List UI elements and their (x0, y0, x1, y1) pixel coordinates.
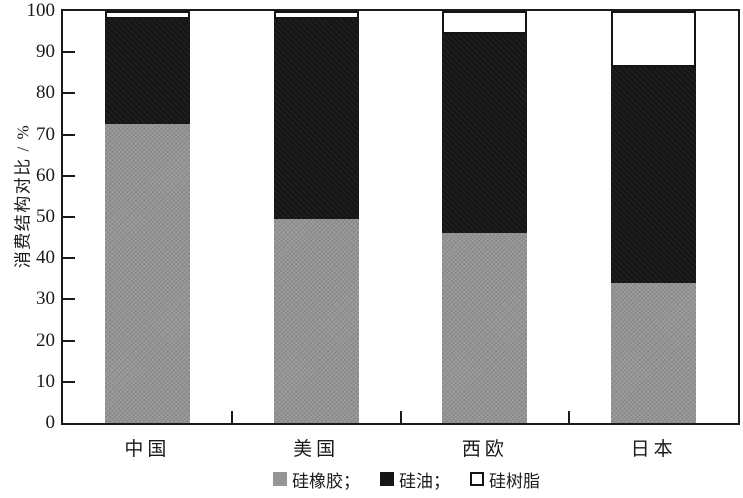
bar-segment-硅橡胶 (104, 124, 190, 423)
y-axis-tick-labels: 0 10 20 30 40 50 60 70 80 90 100 (0, 0, 56, 498)
y-tick-label-90: 90 (36, 41, 55, 63)
y-tick-label-70: 70 (36, 123, 55, 145)
x-tick-mark (399, 411, 402, 423)
legend-item-硅橡胶: 硅橡胶； (273, 467, 360, 492)
y-tick-label-30: 30 (36, 288, 55, 310)
x-category-label: 中国 (124, 439, 171, 460)
bar-中国 (104, 11, 190, 423)
y-tick-label-10: 10 (36, 370, 55, 392)
legend-label-硅橡胶: 硅橡胶； (292, 471, 360, 491)
y-tick-mark (63, 257, 75, 260)
bar-西欧 (442, 11, 528, 423)
bar-segment-硅油 (104, 19, 190, 125)
legend-label-硅油: 硅油； (399, 471, 450, 491)
legend-item-硅油: 硅油； (380, 467, 450, 492)
bar-segment-硅树脂 (273, 11, 359, 20)
legend-swatch-硅树脂 (470, 472, 484, 486)
y-tick-mark (63, 133, 75, 136)
bar-segment-硅橡胶 (442, 233, 528, 423)
bar-segment-硅橡胶 (611, 282, 697, 423)
x-tick-mark (230, 411, 233, 423)
x-category-label: 日本 (630, 439, 677, 460)
y-tick-label-80: 80 (36, 82, 55, 104)
y-tick-label-20: 20 (36, 329, 55, 351)
legend-label-硅树脂: 硅树脂 (489, 471, 540, 491)
bar-segment-硅油 (273, 19, 359, 220)
y-tick-label-50: 50 (36, 206, 55, 227)
y-tick-label-100: 100 (26, 0, 56, 21)
legend-swatch-硅油 (380, 472, 394, 486)
bar-日本 (611, 11, 697, 423)
legend: 硅橡胶； 硅油； 硅树脂 (35, 464, 743, 494)
bar-segment-硅油 (611, 66, 697, 283)
bar-美国 (273, 11, 359, 423)
legend-swatch-硅橡胶 (273, 472, 287, 486)
y-tick-mark (63, 51, 75, 54)
x-tick-mark (568, 411, 571, 423)
bar-segment-硅橡胶 (273, 219, 359, 423)
x-category-label: 美国 (293, 439, 340, 460)
y-tick-mark (63, 339, 75, 342)
y-tick-mark (63, 174, 75, 177)
bar-segment-硅树脂 (442, 11, 528, 34)
y-tick-label-40: 40 (36, 247, 55, 269)
y-tick-mark (63, 298, 75, 301)
bar-segment-硅树脂 (611, 11, 697, 67)
y-tick-label-60: 60 (36, 164, 55, 186)
bar-segment-硅油 (442, 33, 528, 234)
bar-segment-硅树脂 (104, 11, 190, 20)
legend-item-硅树脂: 硅树脂 (470, 467, 540, 492)
y-tick-label-0: 0 (45, 412, 56, 433)
x-axis-category-labels: 中国 美国 西欧 日本 (0, 438, 743, 464)
x-category-label: 西欧 (461, 439, 508, 460)
y-tick-mark (63, 216, 75, 218)
y-tick-mark (63, 380, 75, 383)
y-tick-mark (63, 92, 75, 95)
plot-area (61, 9, 740, 425)
